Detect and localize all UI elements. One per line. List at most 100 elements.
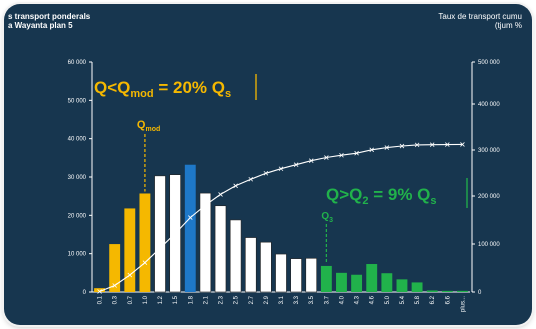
x-tick-label: 5.4: [400, 295, 406, 304]
x-tick-label: 6.2: [430, 295, 436, 304]
cumulative-marker: [308, 158, 314, 163]
bar-plus...: [456, 290, 468, 292]
x-tick-label: 3.7: [324, 295, 330, 304]
right-axis-title: Taux de transport cumu (tjum %: [438, 12, 522, 30]
bar-2.7: [245, 237, 257, 293]
cumulative-marker: [369, 147, 375, 153]
x-tick-label: 0.3: [113, 295, 119, 304]
right-title-line-2: (tjum %: [494, 21, 522, 30]
x-tick-label: 1.2: [158, 295, 164, 304]
y-tick-label: 20 000: [68, 213, 87, 219]
bar-2.9: [260, 241, 272, 293]
y-tick-label: 60 000: [68, 60, 87, 66]
y2-tick-label: 0: [478, 290, 482, 296]
cumulative-marker: [399, 143, 405, 149]
cumulative-marker: [142, 260, 148, 266]
x-tick-label: 4.6: [370, 295, 376, 304]
x-tick-label: 2.3: [219, 295, 225, 304]
x-tick-label: 2.5: [234, 295, 240, 304]
cumulative-marker: [263, 170, 269, 176]
y-tick-label: 0: [83, 290, 87, 296]
bar-5.0: [381, 273, 393, 292]
bar-1.0: [139, 193, 151, 292]
x-tick-label: plus...: [460, 296, 466, 312]
x-tick-label: 1.8: [188, 295, 194, 304]
bar-0.3: [109, 244, 121, 292]
annotation-above-q2-rest: = 9% Q: [369, 185, 431, 204]
x-tick-label: 2.1: [203, 295, 209, 304]
cumulative-marker: [218, 192, 223, 197]
cumulative-marker: [112, 283, 117, 288]
bar-1.8: [184, 164, 196, 292]
y2-tick-label: 300 000: [478, 148, 500, 154]
cumulative-marker: [127, 272, 133, 278]
y-tick-label: 10 000: [68, 252, 87, 258]
annotation-below-qmod-sub: mod: [130, 88, 153, 100]
x-tick-label: 4.3: [355, 295, 361, 304]
bar-2.1: [199, 192, 212, 293]
cumulative-marker: [187, 215, 193, 220]
y2-tick-label: 100 000: [478, 242, 500, 248]
x-tick-label: 6.6: [445, 295, 451, 304]
cumulative-marker: [460, 142, 465, 147]
q3-label: Q3: [321, 211, 333, 224]
x-tick-label: 4.0: [339, 295, 345, 304]
bar-6.2: [426, 290, 438, 292]
bar-3.1: [275, 253, 287, 293]
cumulative-marker: [278, 166, 284, 172]
bar-6.6: [441, 290, 453, 292]
bar-0.7: [124, 208, 136, 292]
left-title-line-2: a Wayanta plan 5: [8, 21, 73, 30]
cumulative-marker: [354, 150, 359, 156]
x-tick-label: 3.5: [309, 295, 315, 304]
bar-3.5: [305, 257, 317, 293]
cumulative-marker: [429, 142, 435, 147]
left-title-line-1: s transport ponderals: [8, 12, 91, 21]
x-tick-label: 2.7: [249, 295, 255, 304]
x-tick-label: 1.5: [173, 295, 179, 304]
cumulative-marker: [97, 289, 102, 294]
bar-1.2: [154, 175, 166, 293]
cumulative-marker: [414, 142, 420, 148]
qmod-label-sub: mod: [145, 126, 160, 133]
cumulative-marker: [248, 176, 254, 182]
x-tick-label: 5.0: [385, 295, 391, 304]
y2-tick-label: 500 000: [478, 60, 500, 66]
bar-5.4: [396, 279, 408, 292]
bar-2.3: [214, 205, 227, 293]
annotation-above-q2-sub: 2: [362, 195, 368, 207]
cumulative-marker: [324, 155, 329, 160]
bar-4.0: [336, 272, 347, 292]
q3-label-sub: 3: [329, 217, 333, 224]
y-tick-label: 30 000: [68, 175, 87, 181]
x-tick-label: 3.3: [294, 295, 300, 304]
x-tick-label: 0.1: [98, 295, 104, 304]
y-tick-label: 40 000: [68, 137, 87, 143]
cumulative-marker: [384, 145, 390, 150]
cumulative-marker: [233, 183, 238, 189]
annotation-below-qmod: Q<Qmod = 20% Qs: [94, 78, 231, 100]
bar-3.3: [290, 258, 302, 293]
left-axis-title: s transport ponderals a Wayanta plan 5: [8, 12, 90, 30]
x-tick-label: 3.1: [279, 295, 285, 304]
x-tick-label: 1.0: [143, 295, 149, 304]
bar-4.3: [351, 274, 363, 292]
annotation-below-qmod-sub2: s: [225, 88, 231, 100]
x-tick-label: 2.9: [264, 295, 270, 304]
cumulative-marker: [339, 152, 344, 158]
annotation-above-q2-sub2: s: [430, 195, 436, 207]
bar-4.6: [366, 264, 378, 292]
cumulative-marker: [203, 202, 208, 208]
bar-5.8: [411, 282, 423, 292]
x-tick-label: 5.8: [415, 295, 421, 304]
y-tick-label: 50 000: [68, 98, 87, 104]
y2-tick-label: 400 000: [478, 102, 500, 108]
qmod-label: Qmod: [137, 119, 160, 133]
cumulative-marker: [293, 162, 299, 168]
bar-2.5: [229, 219, 242, 293]
cumulative-marker: [172, 231, 178, 236]
x-tick-label: 0.7: [128, 295, 134, 304]
y2-tick-label: 200 000: [478, 194, 500, 200]
cumulative-marker: [445, 142, 450, 147]
